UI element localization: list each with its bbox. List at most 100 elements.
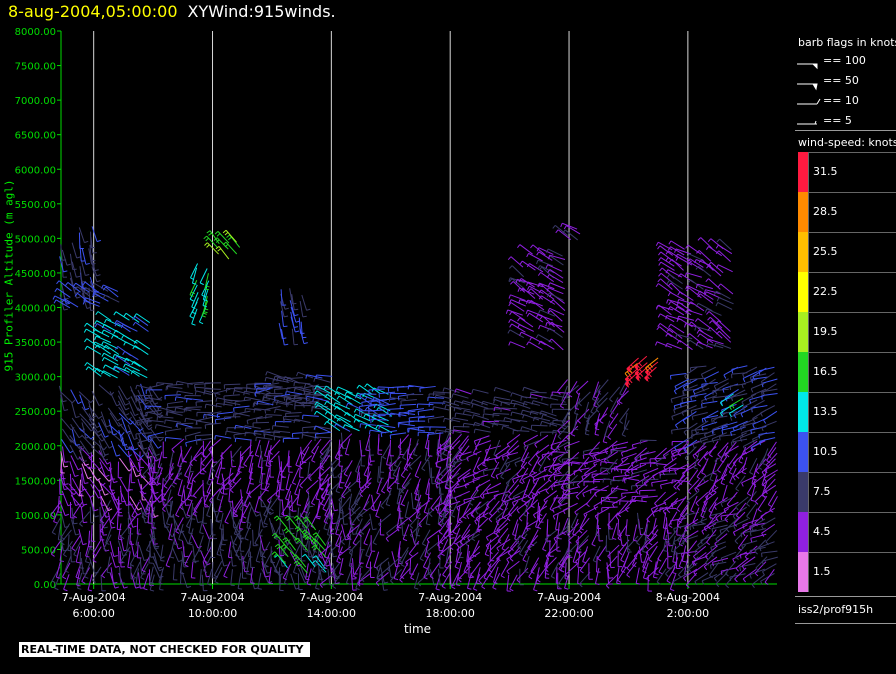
- wind-barb-tick: [65, 282, 69, 286]
- wind-barb: [326, 528, 334, 544]
- wind-barb: [263, 382, 280, 387]
- wind-barb: [245, 407, 262, 411]
- wind-barb: [408, 408, 425, 412]
- wind-barb: [453, 429, 470, 433]
- wind-barb-tick: [83, 503, 88, 506]
- wind-barb: [720, 463, 729, 479]
- wind-barb-tick: [596, 403, 601, 407]
- wind-barb-tick: [435, 462, 438, 467]
- wind-barb-tick: [450, 445, 455, 450]
- wind-barb: [673, 534, 689, 543]
- wind-barb-tick: [761, 426, 764, 432]
- wind-barb: [203, 546, 212, 561]
- wind-barb: [512, 519, 519, 535]
- wind-barb: [136, 313, 150, 324]
- wind-barb-tick: [588, 453, 593, 457]
- wind-barb-tick: [417, 582, 421, 587]
- wind-barb: [61, 439, 71, 454]
- wind-barb-tick: [666, 299, 669, 304]
- wind-barb-tick: [330, 528, 335, 530]
- wind-barb: [91, 266, 98, 282]
- wind-barb: [700, 501, 708, 517]
- wind-barb-tick: [546, 327, 550, 332]
- wind-barb-tick: [665, 257, 669, 262]
- wind-barb: [228, 485, 231, 502]
- wind-barb: [642, 535, 648, 552]
- wind-barb-tick: [192, 479, 196, 483]
- wind-barb-tick: [575, 391, 580, 396]
- wind-barb-tick: [459, 451, 464, 455]
- wind-barb-tick: [762, 392, 766, 397]
- wind-barb-tick: [729, 385, 732, 390]
- wind-barb: [86, 345, 102, 355]
- wind-barb-tick: [521, 500, 526, 503]
- wind-barb: [445, 546, 450, 563]
- wind-barb-tick: [593, 396, 598, 399]
- wind-barb-tick: [668, 525, 673, 528]
- wind-barb-tick: [176, 390, 178, 396]
- wind-barb-tick: [304, 550, 309, 553]
- wind-barb: [320, 449, 332, 463]
- wind-barb-tick: [524, 570, 529, 574]
- wind-barb: [666, 497, 679, 511]
- wind-barb-tick: [123, 341, 127, 346]
- wind-barb: [375, 572, 389, 584]
- wind-barb-tick: [274, 395, 276, 400]
- wind-barb: [81, 406, 92, 421]
- wind-barb: [80, 558, 84, 574]
- wind-barb-tick: [408, 518, 412, 522]
- wind-barb-tick: [285, 498, 290, 501]
- wind-barb: [659, 245, 673, 256]
- wind-barb-tick: [76, 256, 81, 259]
- wind-barb-tick: [356, 517, 360, 522]
- wind-barb: [89, 495, 95, 511]
- wind-barb: [654, 491, 666, 504]
- wind-barb: [557, 494, 569, 507]
- wind-barb: [369, 415, 386, 417]
- wind-barb-tick: [265, 575, 270, 578]
- wind-barb-tick: [243, 425, 246, 430]
- wind-barb: [335, 402, 351, 410]
- wind-barb: [195, 386, 212, 389]
- wind-barb-tick: [425, 447, 430, 450]
- wind-barb: [617, 519, 620, 536]
- wind-barb: [501, 407, 518, 410]
- wind-barb: [669, 291, 685, 301]
- wind-barb-tick: [205, 285, 210, 288]
- wind-barb-tick: [681, 553, 683, 558]
- wind-barb: [302, 414, 319, 417]
- wind-barb-tick: [683, 431, 687, 436]
- wind-barb: [263, 396, 280, 402]
- wind-barb: [489, 561, 499, 576]
- wind-barb: [116, 355, 131, 366]
- wind-barb-tick: [702, 442, 705, 448]
- wind-barb: [165, 419, 182, 423]
- wind-barb: [642, 562, 649, 579]
- wind-barb-tick: [265, 465, 271, 467]
- wind-barb: [195, 434, 212, 437]
- wind-barb-tick: [426, 539, 430, 543]
- wind-barb-tick: [134, 413, 139, 417]
- wind-barb: [100, 517, 110, 532]
- wind-barb-tick: [131, 361, 135, 366]
- wind-barb: [501, 502, 509, 518]
- wind-barb-tick: [410, 577, 415, 581]
- wind-barb-tick: [62, 400, 67, 403]
- wind-barb-tick: [311, 502, 316, 506]
- wind-barb-tick: [704, 396, 707, 401]
- wind-barb: [182, 540, 186, 557]
- wind-barb: [75, 546, 81, 563]
- wind-barb: [758, 366, 775, 372]
- wind-barb: [103, 534, 112, 550]
- wind-barb-tick: [125, 407, 130, 411]
- wind-barb-tick: [113, 555, 118, 557]
- wind-barb-tick: [81, 580, 86, 584]
- wind-barb-tick: [372, 528, 377, 531]
- wind-barb: [689, 377, 706, 381]
- wind-barb-tick: [754, 572, 759, 577]
- wind-barb: [499, 457, 509, 472]
- wind-barb-tick: [523, 446, 526, 451]
- wind-barb: [290, 311, 295, 328]
- wind-barb-tick: [558, 459, 562, 463]
- wind-barb: [129, 418, 141, 431]
